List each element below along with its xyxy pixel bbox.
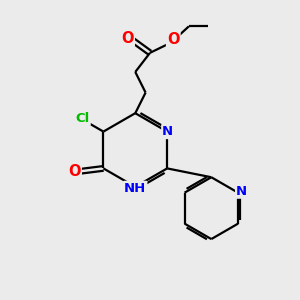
Text: N: N [236,185,247,198]
Text: N: N [162,125,173,138]
Text: O: O [167,32,179,47]
Text: O: O [122,31,134,46]
Text: O: O [68,164,81,179]
Text: NH: NH [124,182,146,195]
Text: Cl: Cl [76,112,90,125]
